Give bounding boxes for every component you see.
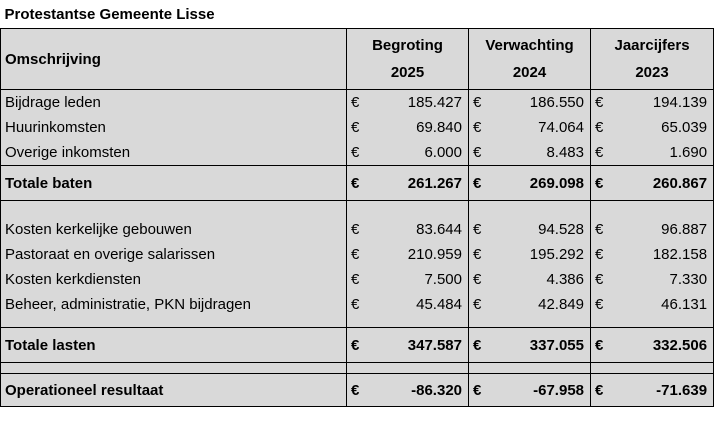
cell-value: 186.550 [490,89,591,115]
table-row: Beheer, administratie, PKN bijdragen € 4… [0,292,715,317]
currency-symbol: € [468,327,491,363]
row-label: Beheer, administratie, PKN bijdragen [0,292,347,317]
cell-value: 210.959 [368,242,469,267]
currency-symbol: € [346,115,369,140]
currency-symbol: € [468,292,491,317]
total-expenses-label: Totale lasten [0,327,347,363]
spacer-row [0,362,715,374]
result-value: -71.639 [612,373,715,407]
cell-value: 74.064 [490,115,591,140]
result-value: -67.958 [490,373,591,407]
total-income-row: Totale baten € 261.267 € 269.098 € 260.8… [0,165,715,201]
currency-symbol: € [468,267,491,292]
cell-value: 83.644 [368,217,469,242]
spacer-row [0,200,715,217]
currency-symbol: € [468,140,491,166]
total-income-label: Totale baten [0,165,347,201]
currency-symbol: € [346,165,369,201]
table-row: Kosten kerkdiensten € 7.500 € 4.386 € 7.… [0,267,715,292]
currency-symbol: € [468,89,491,115]
total-income-value: 269.098 [490,165,591,201]
currency-symbol: € [346,242,369,267]
result-label: Operationeel resultaat [0,373,347,407]
row-label: Bijdrage leden [0,89,347,115]
cell-value: 42.849 [490,292,591,317]
currency-symbol: € [346,140,369,166]
total-income-value: 260.867 [612,165,715,201]
table-row: Huurinkomsten € 69.840 € 74.064 € 65.039 [0,115,715,140]
row-label: Overige inkomsten [0,140,347,166]
sheet-title: Protestantse Gemeente Lisse [0,0,714,29]
header-jaarcijfers-line1: Jaarcijfers [614,37,690,54]
header-description: Omschrijving [0,28,347,90]
title-row: Protestantse Gemeente Lisse [0,0,714,29]
budget-table: Protestantse Gemeente Lisse Omschrijving… [0,0,715,407]
row-label: Kosten kerkelijke gebouwen [0,217,347,242]
header-begroting-line1: Begroting [372,37,443,54]
currency-symbol: € [590,115,613,140]
cell-value: 185.427 [368,89,469,115]
cell-value: 6.000 [368,140,469,166]
total-expenses-row: Totale lasten € 347.587 € 337.055 € 332.… [0,327,715,363]
currency-symbol: € [346,327,369,363]
cell-value: 69.840 [368,115,469,140]
cell-value: 182.158 [612,242,715,267]
row-label: Pastoraat en overige salarissen [0,242,347,267]
spacer-row [0,317,715,328]
cell-value: 45.484 [368,292,469,317]
cell-value: 7.500 [368,267,469,292]
currency-symbol: € [590,242,613,267]
currency-symbol: € [590,217,613,242]
currency-symbol: € [346,292,369,317]
header-begroting-line2: 2025 [390,64,425,81]
table-row: Bijdrage leden € 185.427 € 186.550 € 194… [0,89,715,115]
currency-symbol: € [590,373,613,407]
cell-value: 7.330 [612,267,715,292]
cell-value: 194.139 [612,89,715,115]
result-value: -86.320 [368,373,469,407]
total-expenses-value: 347.587 [368,327,469,363]
currency-symbol: € [346,89,369,115]
currency-symbol: € [468,373,491,407]
table-row: Kosten kerkelijke gebouwen € 83.644 € 94… [0,217,715,242]
currency-symbol: € [590,327,613,363]
currency-symbol: € [590,267,613,292]
currency-symbol: € [590,292,613,317]
currency-symbol: € [346,267,369,292]
currency-symbol: € [346,373,369,407]
header-verwachting-line2: 2024 [512,64,547,81]
header-jaarcijfers-line2: 2023 [635,64,669,81]
total-expenses-value: 337.055 [490,327,591,363]
header-verwachting: Verwachting 2024 [468,28,591,90]
header-begroting: Begroting 2025 [346,28,469,90]
table-row: Pastoraat en overige salarissen € 210.95… [0,242,715,267]
result-row: Operationeel resultaat € -86.320 € -67.9… [0,373,715,407]
header-verwachting-line1: Verwachting [485,37,574,54]
cell-value: 195.292 [490,242,591,267]
cell-value: 94.528 [490,217,591,242]
currency-symbol: € [468,165,491,201]
cell-value: 65.039 [612,115,715,140]
currency-symbol: € [468,217,491,242]
currency-symbol: € [468,115,491,140]
table-row: Overige inkomsten € 6.000 € 8.483 € 1.69… [0,140,715,166]
header-jaarcijfers: Jaarcijfers 2023 [590,28,715,90]
currency-symbol: € [590,140,613,166]
currency-symbol: € [468,242,491,267]
cell-value: 46.131 [612,292,715,317]
row-label: Kosten kerkdiensten [0,267,347,292]
total-income-value: 261.267 [368,165,469,201]
total-expenses-value: 332.506 [612,327,715,363]
row-label: Huurinkomsten [0,115,347,140]
header-row: Omschrijving Begroting 2025 Verwachting … [0,28,715,90]
currency-symbol: € [590,165,613,201]
cell-value: 4.386 [490,267,591,292]
cell-value: 96.887 [612,217,715,242]
currency-symbol: € [590,89,613,115]
cell-value: 1.690 [612,140,715,166]
cell-value: 8.483 [490,140,591,166]
currency-symbol: € [346,217,369,242]
